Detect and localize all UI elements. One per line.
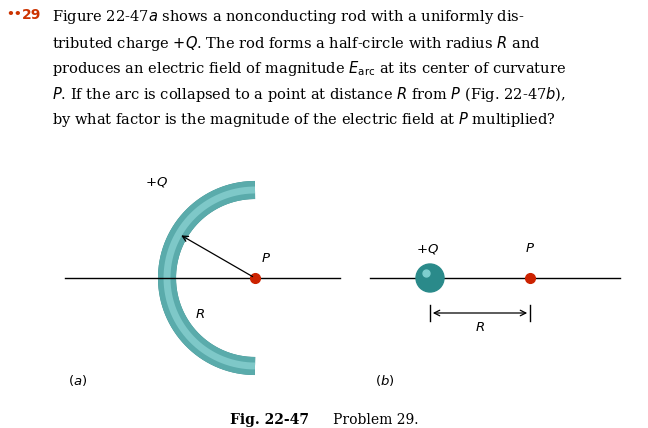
Text: $(a)$: $(a)$ <box>68 373 87 388</box>
Text: $(b)$: $(b)$ <box>375 373 395 388</box>
Text: Fig. 22-47: Fig. 22-47 <box>230 413 309 427</box>
Text: $+Q$: $+Q$ <box>145 175 168 188</box>
Text: Problem 29.: Problem 29. <box>320 413 419 427</box>
Text: 29: 29 <box>22 8 41 22</box>
Text: $P$: $P$ <box>261 252 271 265</box>
Text: produces an electric field of magnitude $E_{\rm arc}$ at its center of curvature: produces an electric field of magnitude … <box>52 59 566 78</box>
Text: $P$. If the arc is collapsed to a point at distance $R$ from $P$ (Fig. 22-47$b$): $P$. If the arc is collapsed to a point … <box>52 84 566 104</box>
Text: tributed charge $+Q$. The rod forms a half-circle with radius $R$ and: tributed charge $+Q$. The rod forms a ha… <box>52 33 540 53</box>
Text: $R$: $R$ <box>195 308 205 321</box>
Circle shape <box>416 264 444 292</box>
Text: $P$: $P$ <box>525 242 535 255</box>
Text: ••: •• <box>6 8 22 21</box>
Text: by what factor is the magnitude of the electric field at $P$ multiplied?: by what factor is the magnitude of the e… <box>52 110 556 129</box>
Text: $R$: $R$ <box>475 321 485 334</box>
Text: $+Q$: $+Q$ <box>416 241 439 256</box>
Text: Figure 22-47$a$ shows a nonconducting rod with a uniformly dis-: Figure 22-47$a$ shows a nonconducting ro… <box>52 8 525 26</box>
